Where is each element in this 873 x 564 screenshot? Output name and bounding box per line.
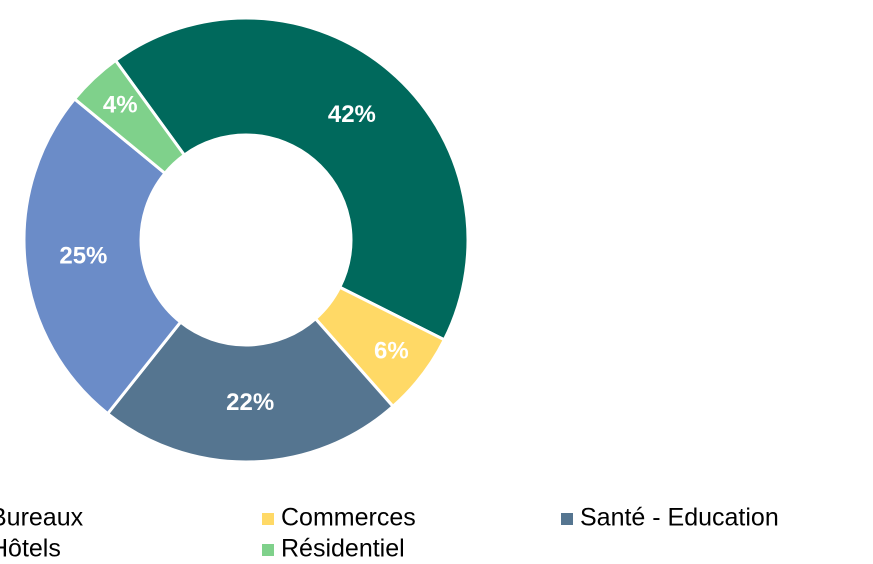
slice [72,58,187,176]
value-label: 4% [103,92,138,119]
value-label: 6% [374,337,409,364]
legend-label: Commerces [281,504,416,532]
legend-swatch [262,544,274,556]
value-label: 42% [328,101,376,128]
legend-label: Hôtels [0,535,61,563]
legend-label: Santé - Education [580,504,779,532]
legend-swatch [561,513,573,525]
value-label: 25% [59,242,107,269]
slice [113,16,470,342]
slice [22,96,183,416]
slice [105,316,396,464]
legend-label: Bureaux [0,504,84,532]
legend-label: Résidentiel [281,535,405,563]
value-label: 22% [226,389,274,416]
legend-swatch [262,513,274,525]
